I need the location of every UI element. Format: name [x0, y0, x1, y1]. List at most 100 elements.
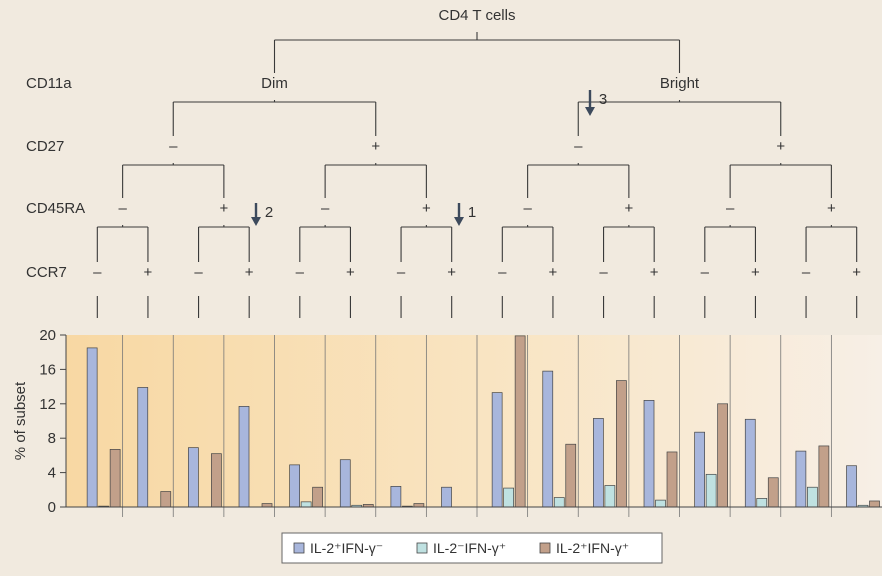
- tree-node-cd27-3: +: [776, 138, 785, 155]
- y-tick-label-4: 4: [48, 465, 56, 482]
- bar-series2-subset-9: [503, 487, 514, 508]
- bar-series3-subset-15: [818, 445, 830, 508]
- bar-series3-subset-7: [413, 503, 425, 508]
- y-tick-label-8: 8: [48, 430, 56, 447]
- tree-node-cd45ra-4: –: [523, 200, 532, 217]
- bar-series1-subset-4: [238, 406, 250, 508]
- legend-label-3: IL-2⁺IFN-γ⁺: [556, 540, 629, 556]
- tree-node-cd27-2: –: [574, 138, 583, 155]
- tree-node-ccr7-9: +: [549, 264, 558, 281]
- y-tick-label-20: 20: [39, 327, 56, 344]
- tree-node-ccr7-5: +: [346, 264, 355, 281]
- tree-node-ccr7-13: +: [751, 264, 760, 281]
- gating-tree: CD4 T cells Dim Bright – + – + – + – + – + – + – + – + – + – +…: [93, 7, 861, 318]
- bar-series1-subset-6: [339, 459, 351, 508]
- legend: IL-2⁺IFN-γ⁻ IL-2⁻IFN-γ⁺ IL-2⁺IFN-γ⁺: [281, 532, 663, 564]
- tree-node-ccr7-7: +: [447, 264, 456, 281]
- bar-series1-subset-10: [542, 370, 554, 508]
- bar-series2-subset-14: [756, 498, 768, 508]
- bar-series3-subset-13: [717, 403, 728, 508]
- level-label-cd11a: CD11a: [26, 75, 72, 92]
- tree-node-ccr7-6: –: [397, 264, 406, 281]
- bar-series1-subset-1: [86, 347, 98, 508]
- bar-series1-subset-3: [188, 447, 199, 508]
- bar-series2-subset-15: [807, 486, 818, 508]
- y-axis: 0 4 8 12 16 20: [39, 327, 882, 516]
- tree-node-ccr7-0: –: [93, 264, 102, 281]
- y-axis-label: % of subset: [12, 381, 29, 460]
- bar-series2-subset-11: [604, 485, 616, 508]
- bar-series3-subset-16: [869, 500, 880, 508]
- arrow-2-label: 2: [265, 204, 273, 221]
- bar-series3-subset-2: [160, 491, 172, 508]
- tree-node-ccr7-8: –: [498, 264, 507, 281]
- bar-series3-subset-5: [312, 486, 323, 508]
- level-label-cd45ra: CD45RA: [26, 200, 85, 217]
- tree-node-cd45ra-3: +: [422, 200, 431, 217]
- tree-node-cd45ra-1: +: [219, 200, 228, 217]
- marker-level-labels: CD11a CD27 CD45RA CCR7: [26, 75, 85, 281]
- bar-series: [86, 335, 880, 508]
- gating-arrows: 1 2 3: [251, 90, 607, 226]
- tree-node-cd45ra-7: +: [827, 200, 836, 217]
- tree-node-cd45ra-5: +: [624, 200, 633, 217]
- bar-series3-subset-3: [211, 453, 222, 508]
- tree-node-cd11a-1: Bright: [660, 75, 700, 92]
- legend-swatch-1: [293, 542, 305, 554]
- bar-series3-subset-10: [565, 443, 577, 508]
- tree-node-ccr7-12: –: [701, 264, 710, 281]
- legend-swatch-3: [539, 542, 551, 554]
- bar-series1-subset-11: [593, 418, 604, 508]
- arrow-3-label: 3: [599, 91, 607, 108]
- bar-series3-subset-1: [109, 449, 121, 508]
- bar-series1-subset-9: [491, 392, 503, 508]
- arrow-head: [454, 217, 464, 226]
- bar-series2-subset-10: [553, 497, 565, 508]
- tree-node-ccr7-3: +: [245, 264, 254, 281]
- bar-series1-subset-12: [643, 400, 655, 508]
- tree-node-cd45ra-2: –: [321, 200, 330, 217]
- legend-swatch-2: [416, 542, 428, 554]
- tree-node-ccr7-1: +: [144, 264, 153, 281]
- y-tick-label-12: 12: [39, 396, 56, 413]
- bar-series1-subset-13: [694, 431, 705, 508]
- bar-series3-subset-14: [767, 477, 779, 508]
- y-tick-label-0: 0: [48, 499, 56, 516]
- y-tick-label-16: 16: [39, 361, 56, 378]
- tree-node-cd45ra-0: –: [118, 200, 127, 217]
- tree-node-ccr7-2: –: [194, 264, 203, 281]
- tree-node-ccr7-10: –: [599, 264, 608, 281]
- arrow-1: 1: [454, 203, 476, 226]
- bar-series3-subset-11: [616, 380, 627, 508]
- bar-series1-subset-5: [289, 464, 300, 508]
- bar-series1-subset-7: [390, 486, 402, 508]
- bar-series2-subset-12: [655, 499, 666, 508]
- legend-box: [281, 532, 663, 564]
- tree-node-cd11a-0: Dim: [261, 75, 288, 92]
- bar-series1-subset-14: [744, 418, 756, 508]
- tree-node-ccr7-11: +: [650, 264, 659, 281]
- tree-node-cd27-0: –: [169, 138, 178, 155]
- arrow-1-label: 1: [468, 204, 476, 221]
- arrow-head: [251, 217, 261, 226]
- tree-node-ccr7-15: +: [852, 264, 861, 281]
- bar-series3-subset-4: [261, 503, 273, 508]
- column-separators: [122, 335, 832, 517]
- level-label-cd27: CD27: [26, 138, 64, 155]
- bar-series2-subset-13: [705, 473, 717, 508]
- tree-node-ccr7-14: –: [802, 264, 811, 281]
- tree-node-cd45ra-6: –: [726, 200, 735, 217]
- bar-series3-subset-9: [514, 335, 526, 508]
- bar-series1-subset-16: [846, 465, 857, 508]
- arrow-3: 3: [585, 90, 607, 116]
- tree-node-cd27-1: +: [371, 138, 380, 155]
- bar-series2-subset-5: [300, 501, 312, 508]
- bar-series3-subset-12: [666, 451, 678, 508]
- bar-series1-subset-15: [795, 450, 807, 508]
- bar-series1-subset-8: [441, 486, 452, 508]
- legend-label-1: IL-2⁺IFN-γ⁻: [310, 540, 383, 556]
- legend-label-2: IL-2⁻IFN-γ⁺: [433, 540, 506, 556]
- arrow-2: 2: [251, 203, 273, 226]
- bar-series1-subset-2: [137, 387, 149, 508]
